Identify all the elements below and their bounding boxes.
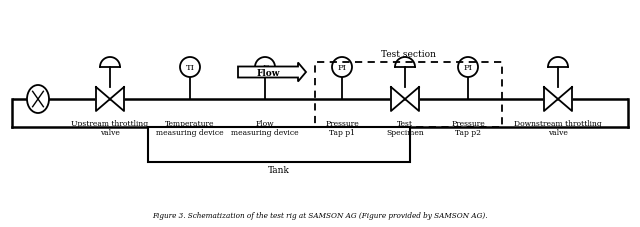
Text: Upstream throttling
valve: Upstream throttling valve xyxy=(72,119,148,137)
Text: TI: TI xyxy=(186,64,195,72)
Text: PI: PI xyxy=(337,64,346,72)
Polygon shape xyxy=(96,88,110,111)
Polygon shape xyxy=(544,88,558,111)
Text: Downstream throttling
valve: Downstream throttling valve xyxy=(514,119,602,137)
Polygon shape xyxy=(558,88,572,111)
Text: Temperature
measuring device: Temperature measuring device xyxy=(156,119,224,137)
Polygon shape xyxy=(100,58,120,68)
Bar xyxy=(148,127,410,162)
Polygon shape xyxy=(238,63,306,82)
Circle shape xyxy=(458,58,478,78)
Text: Flow: Flow xyxy=(256,68,280,77)
Text: F: F xyxy=(262,64,268,72)
Text: Pressure
Tap p1: Pressure Tap p1 xyxy=(325,119,359,137)
Polygon shape xyxy=(395,58,415,68)
Circle shape xyxy=(255,58,275,78)
Polygon shape xyxy=(405,88,419,111)
Text: Tank: Tank xyxy=(268,165,290,174)
Text: Figure 3. Schematization of the test rig at SAMSON AG (Figure provided by SAMSON: Figure 3. Schematization of the test rig… xyxy=(152,211,488,219)
Circle shape xyxy=(332,58,352,78)
Circle shape xyxy=(180,58,200,78)
Text: Pressure
Tap p2: Pressure Tap p2 xyxy=(451,119,485,137)
Ellipse shape xyxy=(27,86,49,114)
Polygon shape xyxy=(110,88,124,111)
Polygon shape xyxy=(548,58,568,68)
Text: PI: PI xyxy=(463,64,472,72)
Text: Test section: Test section xyxy=(381,50,436,59)
Text: Flow
measuring device: Flow measuring device xyxy=(231,119,299,137)
Bar xyxy=(315,63,502,127)
Text: Test
Specimen: Test Specimen xyxy=(386,119,424,137)
Polygon shape xyxy=(391,88,405,111)
